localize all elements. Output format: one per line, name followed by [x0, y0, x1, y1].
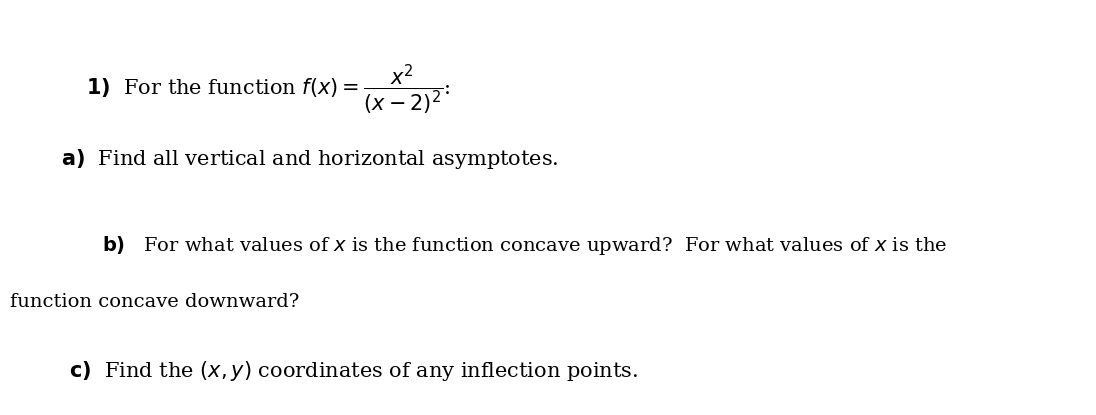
Text: function concave downward?: function concave downward?	[10, 293, 299, 310]
Text: $\mathbf{b)}$   For what values of $x$ is the function concave upward?  For what: $\mathbf{b)}$ For what values of $x$ is …	[102, 234, 947, 257]
Text: $\mathbf{c)}$  Find the $(x, y)$ coordinates of any inflection points.: $\mathbf{c)}$ Find the $(x, y)$ coordina…	[69, 359, 638, 383]
Text: $\mathbf{a)}$  Find all vertical and horizontal asymptotes.: $\mathbf{a)}$ Find all vertical and hori…	[61, 147, 559, 171]
Text: $\mathbf{1)}$  For the function $f(x) = \dfrac{x^2}{(x-2)^2}$:: $\mathbf{1)}$ For the function $f(x) = \…	[87, 62, 450, 117]
